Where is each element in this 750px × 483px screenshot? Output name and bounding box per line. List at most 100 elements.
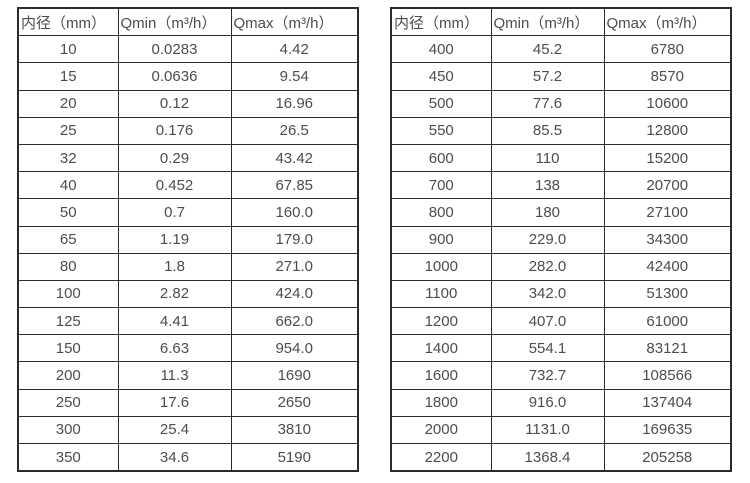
table-cell: 150 [17,334,119,363]
table-cell: 342.0 [490,279,605,309]
table-cell: 0.0283 [117,35,232,64]
table-cell: 83121 [603,334,732,363]
table-cell: 1368.4 [490,443,605,472]
table-header-row: 内径（mm） Qmin（m³/h） Qmax（m³/h） [17,7,359,37]
table-cell: 15 [17,62,119,91]
table-row: 150 6.63 954.0 [17,334,359,363]
table-row: 50 0.7 160.0 [17,198,359,227]
table-cell: 424.0 [230,279,359,309]
header-inner-diameter: 内径（mm） [17,7,119,37]
table-cell: 2000 [390,415,492,445]
table-row: 500 77.6 10600 [390,89,732,118]
table-cell: 1800 [390,388,492,417]
table-cell: 50 [17,198,119,227]
table-cell: 169635 [603,415,732,445]
header-qmin: Qmin（m³/h） [490,7,605,37]
table-cell: 1.8 [117,252,232,281]
table-cell: 4.41 [117,307,232,336]
table-cell: 1131.0 [490,415,605,445]
table-row: 65 1.19 179.0 [17,225,359,254]
table-row: 25 0.176 26.5 [17,116,359,145]
table-cell: 11.3 [117,361,232,390]
table-cell: 110 [490,143,605,173]
table-cell: 32 [17,143,119,173]
table-row: 900 229.0 34300 [390,225,732,254]
table-cell: 1200 [390,307,492,336]
table-cell: 100 [17,279,119,309]
table-row: 800 180 27100 [390,198,732,227]
table-row: 1800 916.0 137404 [390,388,732,417]
table-cell: 51300 [603,279,732,309]
table-cell: 700 [390,171,492,200]
table-row: 1400 554.1 83121 [390,334,732,363]
table-cell: 450 [390,62,492,91]
table-cell: 26.5 [230,116,359,145]
table-cell: 42400 [603,252,732,281]
table-cell: 15200 [603,143,732,173]
table-cell: 17.6 [117,388,232,417]
table-cell: 900 [390,225,492,254]
table-cell: 3810 [230,415,359,445]
table-cell: 400 [390,35,492,64]
table-cell: 0.176 [117,116,232,145]
table-cell: 1600 [390,361,492,390]
table-cell: 205258 [603,443,732,472]
table-cell: 250 [17,388,119,417]
table-row: 32 0.29 43.42 [17,143,359,173]
pipe-diameter-flow-table-small: 内径（mm） Qmin（m³/h） Qmax（m³/h） 10 0.0283 4.4… [17,7,359,473]
table-row: 1100 342.0 51300 [390,279,732,309]
table-cell: 200 [17,361,119,390]
table-cell: 300 [17,415,119,445]
table-row: 125 4.41 662.0 [17,307,359,336]
table-cell: 40 [17,171,119,200]
table-cell: 550 [390,116,492,145]
table-cell: 12800 [603,116,732,145]
table-cell: 229.0 [490,225,605,254]
table-cell: 25 [17,116,119,145]
table-header-row: 内径（mm） Qmin（m³/h） Qmax（m³/h） [390,7,732,37]
table-cell: 27100 [603,198,732,227]
table-cell: 125 [17,307,119,336]
table-cell: 9.54 [230,62,359,91]
table-cell: 1.19 [117,225,232,254]
table-cell: 0.452 [117,171,232,200]
table-row: 200 11.3 1690 [17,361,359,390]
table-cell: 0.0636 [117,62,232,91]
pipe-diameter-flow-table-large: 内径（mm） Qmin（m³/h） Qmax（m³/h） 400 45.2 6780… [390,7,732,473]
table-row: 100 2.82 424.0 [17,279,359,309]
header-qmax: Qmax（m³/h） [603,7,732,37]
table-cell: 0.7 [117,198,232,227]
table-cell: 80 [17,252,119,281]
table-row: 40 0.452 67.85 [17,171,359,200]
table-cell: 407.0 [490,307,605,336]
table-cell: 1690 [230,361,359,390]
table-row: 400 45.2 6780 [390,35,732,64]
table-cell: 1100 [390,279,492,309]
table-cell: 282.0 [490,252,605,281]
table-cell: 179.0 [230,225,359,254]
table-cell: 20700 [603,171,732,200]
table-row: 350 34.6 5190 [17,443,359,472]
table-cell: 732.7 [490,361,605,390]
table-cell: 8570 [603,62,732,91]
table-cell: 2650 [230,388,359,417]
table-cell: 271.0 [230,252,359,281]
table-cell: 10600 [603,89,732,118]
table-cell: 34300 [603,225,732,254]
table-cell: 138 [490,171,605,200]
table-cell: 0.12 [117,89,232,118]
table-cell: 180 [490,198,605,227]
table-cell: 916.0 [490,388,605,417]
table-cell: 6780 [603,35,732,64]
table-cell: 1000 [390,252,492,281]
table-row: 80 1.8 271.0 [17,252,359,281]
table-cell: 0.29 [117,143,232,173]
table-cell: 34.6 [117,443,232,472]
table-cell: 800 [390,198,492,227]
table-cell: 57.2 [490,62,605,91]
table-row: 1200 407.0 61000 [390,307,732,336]
table-cell: 137404 [603,388,732,417]
table-cell: 160.0 [230,198,359,227]
table-cell: 5190 [230,443,359,472]
